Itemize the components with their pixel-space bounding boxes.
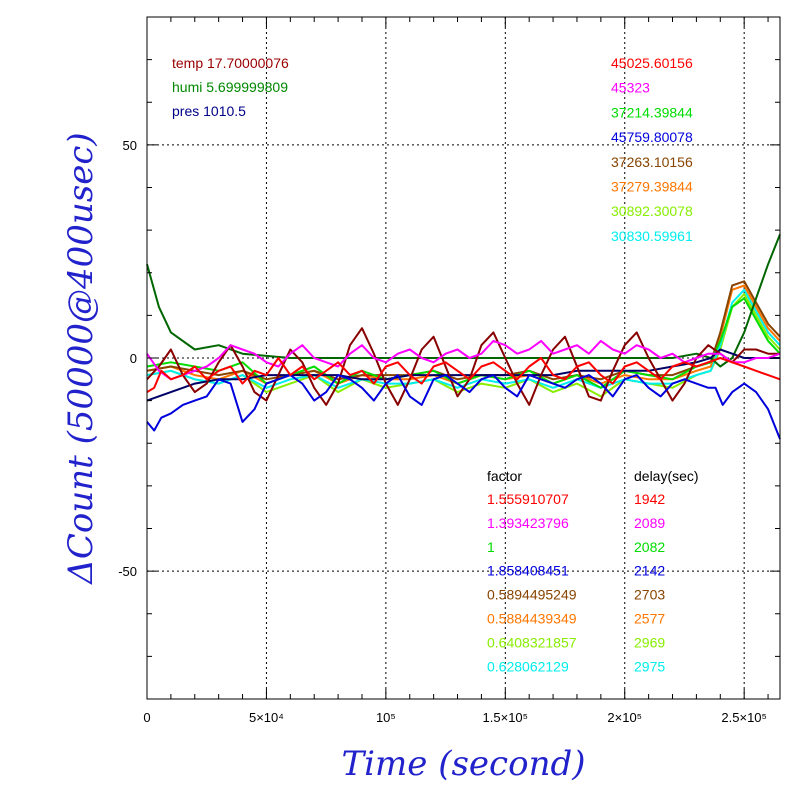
factor-value: 1 [487, 539, 495, 555]
delay-value: 2577 [634, 611, 665, 627]
factor-value: 0.628062129 [487, 658, 569, 674]
delay-value: 2142 [634, 563, 665, 579]
series-lines [146, 234, 781, 440]
delay-value: 2969 [634, 634, 665, 650]
series-line-7 [146, 327, 780, 406]
x-tick-label: 2×10⁵ [607, 710, 642, 725]
delay-value: 2703 [634, 587, 665, 603]
rate-legend-entry: 45323 [611, 80, 650, 96]
series-line-8 [146, 339, 781, 381]
x-tick-label: 10⁵ [376, 710, 396, 725]
factor-value: 0.5894495249 [487, 587, 577, 603]
factor-value: 1.393423796 [487, 515, 569, 531]
factor-value: 1.858408451 [487, 563, 569, 579]
x-tick-label: 1.5×10⁵ [483, 710, 529, 725]
plot-frame [146, 16, 781, 700]
series-line-9 [146, 374, 781, 440]
x-tick-label: 0 [143, 710, 150, 725]
factor-value: 0.6408321857 [487, 634, 577, 650]
rate-legend-entry: 37263.10156 [611, 154, 693, 170]
rate-legend-entry: 45759.80078 [611, 129, 693, 145]
x-tick-label: 2.5×10⁵ [721, 710, 767, 725]
env-legend-entry: pres 1010.5 [172, 103, 246, 119]
factor-header: factor [487, 468, 522, 484]
series-line-2 [146, 284, 781, 385]
rate-legend-entry: 30830.59961 [611, 228, 693, 244]
rate-legend-entry: 45025.60156 [611, 55, 693, 71]
delay-value: 2975 [634, 658, 665, 674]
series-line-10 [146, 357, 781, 393]
factor-value: 1.555910707 [487, 491, 569, 507]
plot-frame-rect [146, 16, 781, 700]
env-legend-entry: humi 5.699999809 [172, 79, 288, 95]
x-axis-title: Time (second) [342, 744, 586, 784]
delay-value: 2082 [634, 539, 665, 555]
series-line-1 [146, 288, 781, 389]
rate-legend-entry: 37214.39844 [611, 104, 693, 120]
delay-header: delay(sec) [634, 468, 699, 484]
delay-value: 2089 [634, 515, 665, 531]
y-axis-title: ΔCount (50000@400usec) [61, 132, 101, 585]
x-tick-label: 5×10⁴ [249, 710, 284, 725]
series-line-5 [146, 234, 781, 368]
chart-text: 0 5×10⁴ 10⁵ 1.5×10⁵ 2×10⁵ 2.5×10⁵ 50 0 -50 Time (… [61, 55, 767, 784]
factor-value: 0.5884439349 [487, 611, 577, 627]
y-tick-label: -50 [118, 564, 137, 579]
env-legend-entry: temp 17.70000076 [172, 55, 289, 71]
y-tick-label: 50 [123, 138, 137, 153]
rate-legend-entry: 30892.30078 [611, 203, 693, 219]
rate-legend-entry: 37279.39844 [611, 179, 693, 195]
y-tick-label: 0 [130, 351, 137, 366]
delay-value: 1942 [634, 491, 665, 507]
